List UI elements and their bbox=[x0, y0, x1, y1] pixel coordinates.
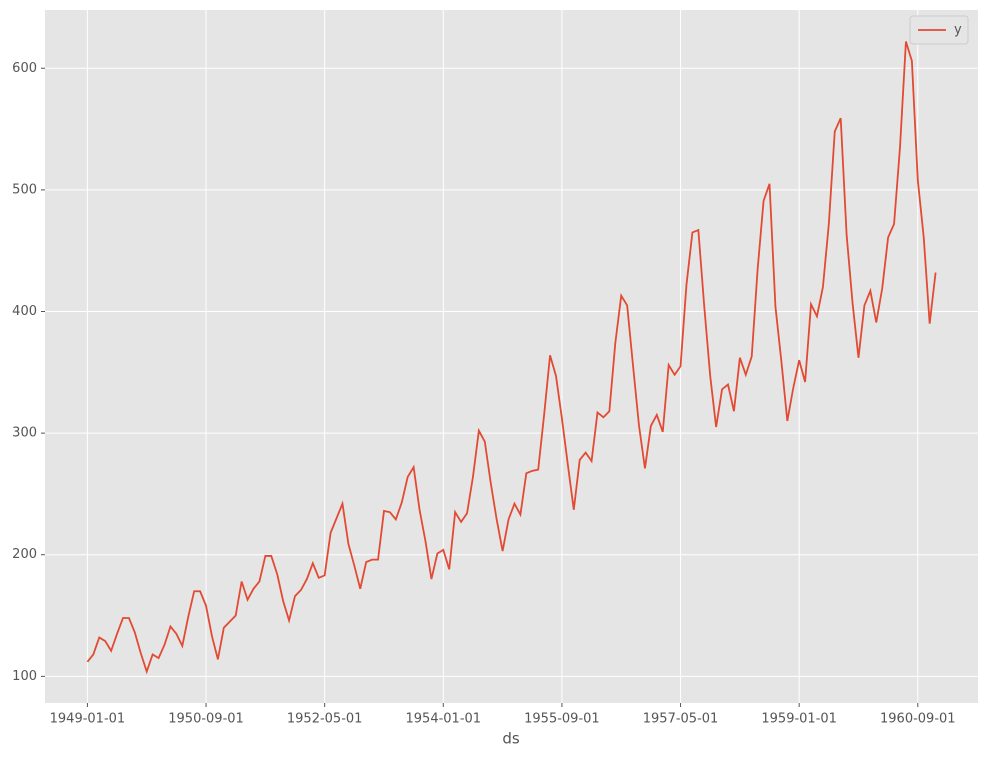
y-tick-label: 200 bbox=[12, 547, 37, 562]
x-tick-label: 1950-09-01 bbox=[168, 712, 244, 727]
y-tick-label: 300 bbox=[12, 426, 37, 441]
x-axis-label: ds bbox=[502, 730, 520, 748]
x-tick-label: 1954-01-01 bbox=[406, 712, 482, 727]
y-tick-label: 100 bbox=[12, 669, 37, 684]
y-tick-label: 600 bbox=[12, 61, 37, 76]
plot-area bbox=[45, 10, 978, 703]
x-tick-label: 1955-09-01 bbox=[524, 712, 600, 727]
y-tick-label: 400 bbox=[12, 304, 37, 319]
x-tick-label: 1952-05-01 bbox=[287, 712, 363, 727]
line bbox=[86, 41, 937, 675]
legend-label: y bbox=[954, 23, 962, 38]
x-tick-label: 1959-01-01 bbox=[761, 712, 837, 727]
y-tick-label: 500 bbox=[12, 182, 37, 197]
x-tick-label: 1949-01-01 bbox=[50, 712, 126, 727]
x-tick-label: 1957-05-01 bbox=[643, 712, 719, 727]
x-tick-label: 1960-09-01 bbox=[880, 712, 956, 727]
